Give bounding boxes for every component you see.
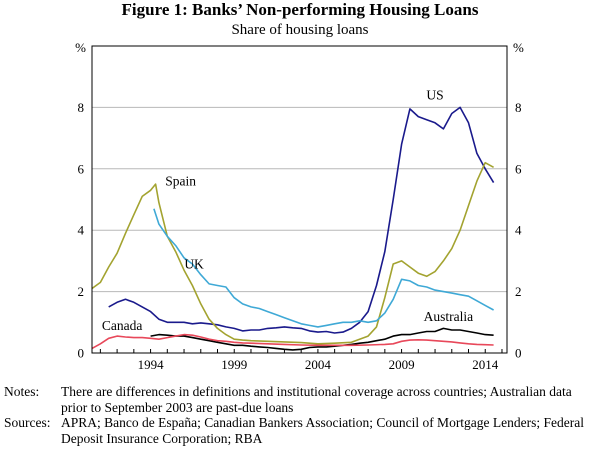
chart-title: Figure 1: Banks’ Non-performing Housing …: [121, 0, 479, 19]
x-tick-label: 2009: [389, 357, 415, 372]
y-tick-label-right: 6: [515, 161, 522, 176]
series-line-spain: [91, 161, 494, 345]
y-tick-label-left: 4: [78, 223, 85, 238]
notes-text: There are differences in definitions and…: [61, 384, 572, 415]
y-unit-right: %: [513, 40, 524, 55]
axis-ticks: [99, 349, 503, 353]
y-tick-labels: 0 0 2 2 4 4 6 6 8 8%%: [75, 40, 524, 361]
y-tick-label-right: 8: [515, 100, 522, 115]
series-line-us: [108, 106, 495, 334]
series-label-spain: Spain: [165, 174, 196, 189]
series-label-us: US: [426, 88, 443, 103]
sources-text: APRA; Banco de España; Canadian Bankers …: [61, 415, 585, 446]
chart-subtitle: Share of housing loans: [231, 22, 369, 38]
y-tick-label-left: 0: [78, 346, 85, 361]
series-label-uk: UK: [184, 257, 204, 272]
series-label-canada: Canada: [102, 318, 142, 333]
x-tick-label: 1994: [138, 357, 165, 372]
series-annotations: US Spain UK Australia Canada: [102, 88, 473, 333]
y-unit-left: %: [75, 40, 86, 55]
x-tick-labels: 1994 1999 2004 2009 2014: [138, 357, 499, 372]
x-tick-label: 2014: [472, 357, 499, 372]
series-line-uk: [153, 208, 494, 328]
y-tick-label-left: 2: [78, 284, 85, 299]
sources-label: Sources:: [4, 415, 51, 430]
y-tick-label-left: 6: [78, 161, 85, 176]
x-tick-label: 2004: [305, 357, 332, 372]
y-tick-label-right: 4: [515, 223, 522, 238]
grid-lines: [92, 106, 507, 293]
series-label-australia: Australia: [424, 309, 474, 324]
series-lines: [91, 106, 495, 351]
y-tick-label-right: 2: [515, 284, 522, 299]
line-chart: 0 0 2 2 4 4 6 6 8 8%% 1994 1999 2004 2009 2014 US Spai…: [75, 40, 524, 372]
plot-frame: [91, 45, 508, 354]
y-tick-label-left: 8: [78, 100, 85, 115]
x-tick-label: 1999: [221, 357, 247, 372]
y-tick-label-right: 0: [515, 346, 522, 361]
series-line-canada: [91, 333, 494, 350]
notes-label: Notes:: [4, 384, 40, 399]
series-line-australia: [150, 327, 494, 351]
